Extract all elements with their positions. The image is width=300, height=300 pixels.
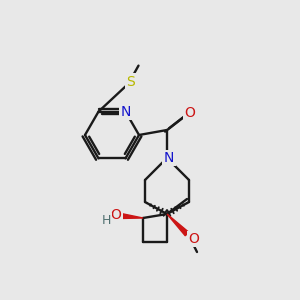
Polygon shape — [167, 214, 189, 236]
Text: O: O — [184, 106, 195, 120]
Text: H: H — [101, 214, 111, 227]
Text: S: S — [126, 75, 135, 88]
Text: N: N — [120, 105, 131, 118]
Polygon shape — [121, 214, 143, 218]
Text: O: O — [189, 232, 200, 246]
Text: O: O — [111, 208, 122, 222]
Text: N: N — [164, 151, 174, 165]
